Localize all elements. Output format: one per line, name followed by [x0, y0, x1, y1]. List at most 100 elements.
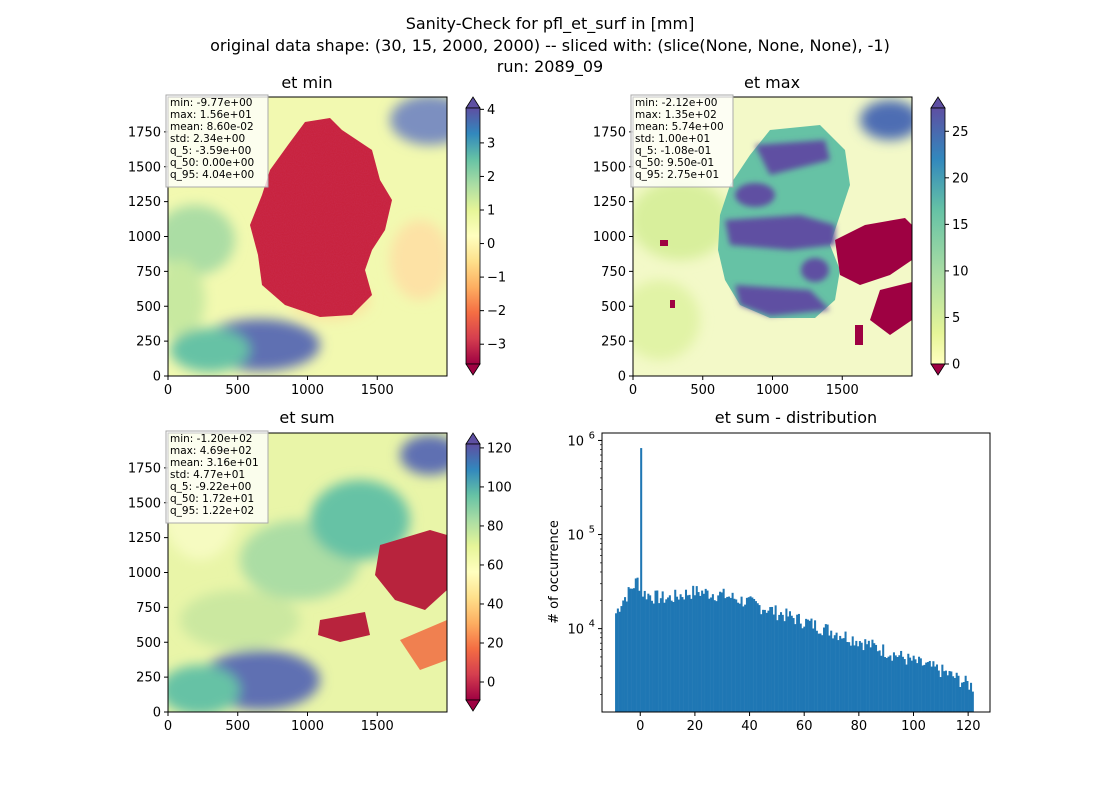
histogram-bar [799, 623, 802, 712]
y-tick-label: 1250 [128, 531, 161, 546]
histogram-bar [731, 592, 734, 712]
stat-line: q_5: -1.08e-01 [635, 145, 711, 157]
histogram-bar [771, 606, 774, 712]
x-tick-label: 1500 [826, 383, 859, 398]
colorbar-tick-label: 80 [487, 519, 504, 534]
colorbar-tick-label: −3 [487, 338, 506, 353]
histogram-bar [819, 633, 822, 712]
panel-title: et sum [279, 408, 334, 427]
y-tick-label: 0 [153, 706, 161, 721]
colorbar-tick-label: 25 [952, 125, 969, 140]
histogram-bar [697, 592, 700, 712]
histogram-bar [776, 620, 779, 712]
colorbar-tick-label: 3 [487, 136, 495, 151]
y-tick-label: 1500 [128, 160, 161, 175]
histogram-bar [801, 628, 804, 712]
histogram-bar [713, 600, 716, 712]
histogram-bar [898, 655, 901, 712]
histogram-bar [787, 616, 790, 712]
histogram-bar [692, 585, 695, 712]
histogram-bar [663, 602, 666, 712]
histogram-bar [900, 650, 903, 712]
histogram-bar [835, 632, 838, 712]
histogram-bar [878, 650, 881, 712]
histogram-bar [627, 587, 630, 712]
stat-line: q_95: 4.04e+00 [170, 169, 254, 181]
colorbar-tick-label: 2 [487, 170, 495, 185]
histogram-bar [964, 675, 967, 712]
histogram-bar [658, 603, 661, 712]
histogram-bar [866, 644, 869, 712]
histogram-bar [896, 657, 899, 712]
stat-line: q_50: 1.72e+01 [170, 493, 254, 505]
histogram-bar [892, 652, 895, 712]
histogram-bar [674, 589, 677, 712]
histogram-bar [862, 650, 865, 712]
stat-line: q_95: 2.75e+01 [635, 169, 719, 181]
y-tick-label: 500 [601, 300, 626, 315]
x-tick-label: 20 [687, 719, 704, 734]
y-tick-label: 10 [567, 434, 584, 449]
y-tick-label: 1750 [593, 125, 626, 140]
histogram-bar [833, 635, 836, 712]
histogram-bar [668, 595, 671, 712]
histogram-bar [744, 604, 747, 712]
colorbar-tick-label: 20 [952, 171, 969, 186]
histogram-bar [910, 660, 913, 712]
histogram-bar [814, 620, 817, 712]
histogram-bar [891, 660, 894, 712]
histogram-bar [828, 635, 831, 712]
histogram-bar [903, 659, 906, 712]
histogram-bar [758, 605, 761, 712]
histogram-bar [765, 612, 768, 712]
histogram-bar [803, 626, 806, 712]
histogram-bar [916, 663, 919, 712]
histogram-bar [889, 655, 892, 712]
histogram-bar [887, 656, 890, 712]
colorbar-tick-label: 4 [487, 103, 495, 118]
histogram-bar [952, 676, 955, 712]
panel-title: et max [744, 73, 800, 92]
x-tick-label: 1500 [361, 383, 394, 398]
histogram-bar [959, 686, 962, 712]
stat-line: min: -2.12e+00 [635, 97, 717, 109]
histogram-bar [844, 631, 847, 712]
histogram-bar [796, 614, 799, 712]
histogram-bar [618, 611, 621, 712]
histogram-bar [625, 601, 628, 712]
histogram-bar [918, 656, 921, 712]
histogram-bar [837, 640, 840, 712]
histogram-bar [751, 597, 754, 712]
histogram-bar [729, 597, 732, 712]
histogram-bar [747, 597, 750, 712]
histogram-bar [842, 638, 845, 712]
histogram-bar [853, 645, 856, 712]
histogram-bar [955, 672, 958, 712]
histogram-bar [622, 600, 625, 712]
histogram-bar [821, 635, 824, 712]
stat-line: q_95: 1.22e+02 [170, 505, 254, 517]
histogram-bar [670, 600, 673, 712]
histogram-bar [966, 681, 969, 712]
histogram-bar [693, 595, 696, 712]
histogram-bar [971, 691, 974, 712]
histogram-bar [629, 588, 632, 712]
y-tick-label: 500 [136, 636, 161, 651]
x-tick-label: 1500 [361, 719, 394, 734]
histogram-bar [919, 658, 922, 712]
histogram-bar [894, 655, 897, 712]
histogram-bar [661, 591, 664, 712]
y-tick-label: 1750 [128, 461, 161, 476]
colorbar-tick-label: 120 [487, 441, 512, 456]
histogram-bar [817, 633, 820, 712]
histogram-bar [659, 598, 662, 712]
histogram-bar [948, 671, 951, 712]
histogram-bar [873, 643, 876, 712]
histogram-bar [710, 597, 713, 712]
histogram-bar [738, 603, 741, 712]
histogram-bar [616, 608, 619, 712]
y-tick-label: 750 [136, 601, 161, 616]
histogram-bar [783, 621, 786, 712]
histogram-bar [719, 591, 722, 712]
panel-title: et min [281, 73, 332, 92]
